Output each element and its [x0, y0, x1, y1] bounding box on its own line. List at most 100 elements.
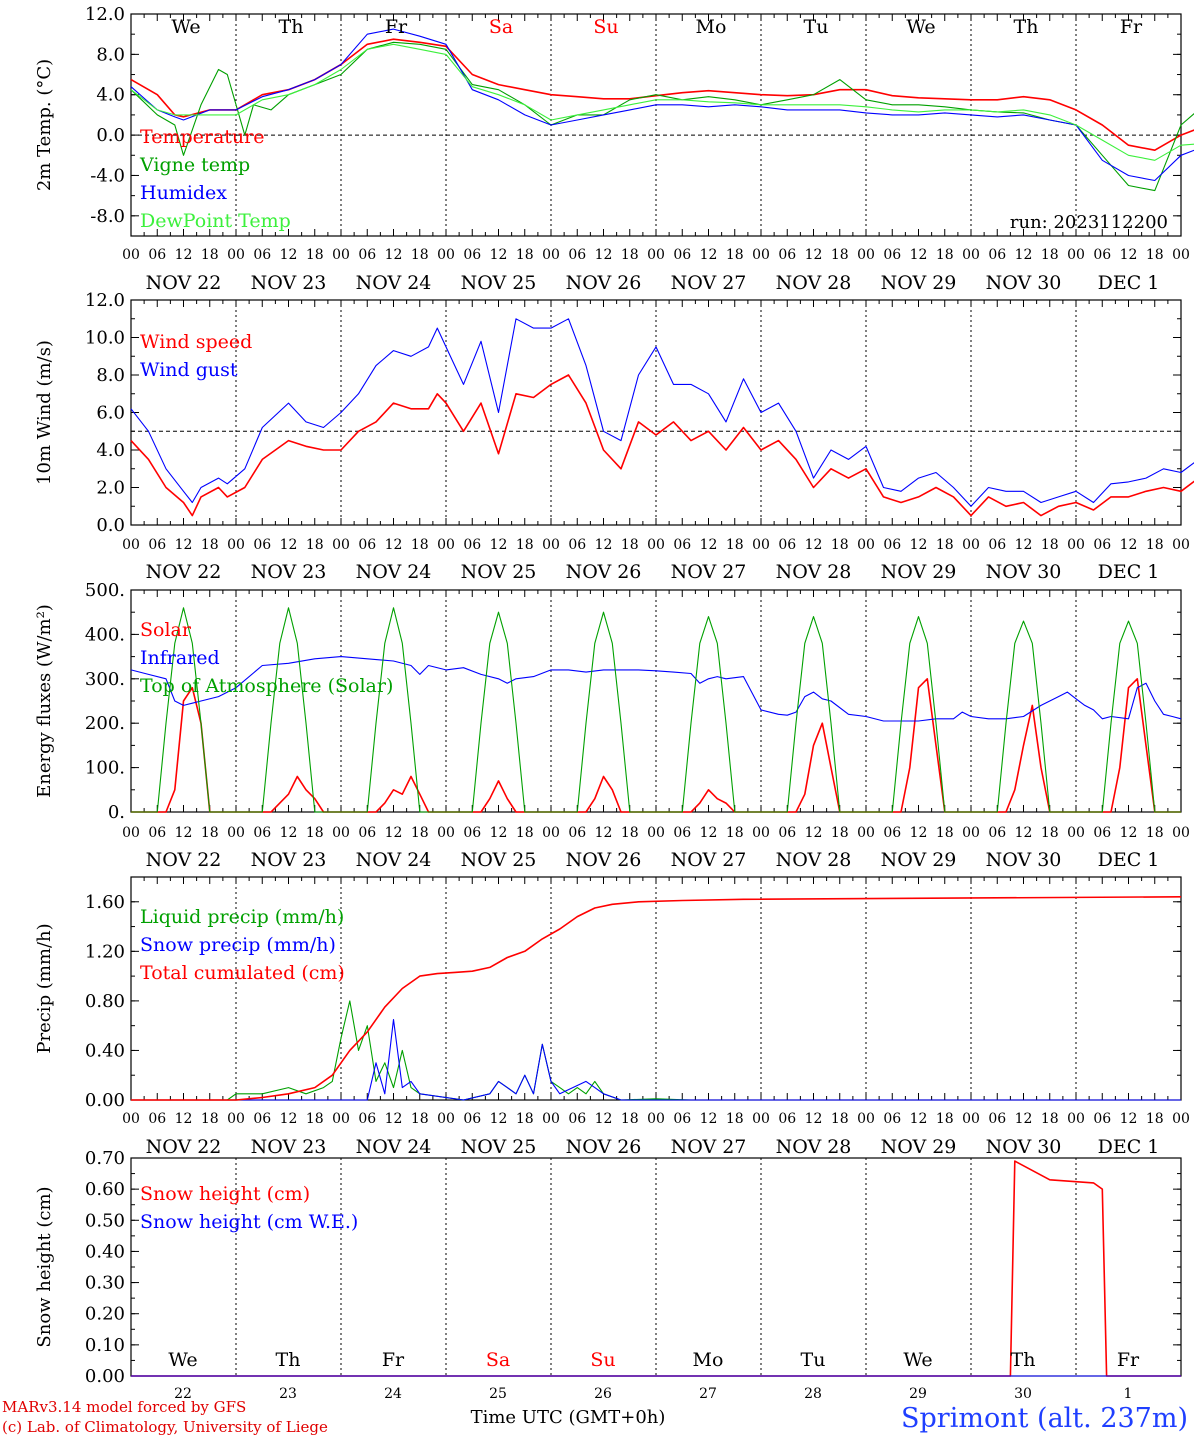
- hour-label: 12: [490, 247, 508, 263]
- hour-label: 12: [280, 1111, 298, 1127]
- weekday-label: Tu: [804, 16, 829, 38]
- hour-label: 12: [175, 1111, 193, 1127]
- hour-label: 06: [1093, 825, 1111, 841]
- hour-label: 12: [1120, 825, 1138, 841]
- hour-label: 12: [910, 825, 928, 841]
- hour-label: 18: [1041, 247, 1059, 263]
- hour-label: 18: [201, 1111, 219, 1127]
- hour-label: 00: [1067, 537, 1085, 553]
- date-label: NOV 22: [146, 849, 222, 871]
- series-line: [130, 38, 1194, 151]
- hour-label: 18: [201, 825, 219, 841]
- hour-label: 12: [700, 825, 718, 841]
- hour-label: 00: [332, 1111, 350, 1127]
- hour-label: 00: [332, 537, 350, 553]
- y-tick-label: 0.60: [85, 1179, 125, 1200]
- hour-label: 18: [936, 825, 954, 841]
- hour-label: 00: [437, 247, 455, 263]
- date-label: NOV 30: [986, 849, 1062, 871]
- weekday-label: Su: [593, 16, 618, 38]
- hour-label: 06: [253, 825, 271, 841]
- y-tick-label: 4.0: [96, 85, 125, 106]
- day-number: 28: [804, 1386, 822, 1402]
- hour-label: 18: [411, 825, 429, 841]
- panel-3: 0. 100. 200. 300. 400. 500. Energy fluxes (W/m…: [34, 580, 1190, 871]
- date-label: NOV 23: [251, 1136, 327, 1158]
- hour-label: 00: [332, 247, 350, 263]
- hour-label: 18: [726, 1111, 744, 1127]
- hour-label: 12: [1120, 1111, 1138, 1127]
- hour-label: 12: [490, 825, 508, 841]
- series-line: [130, 43, 1194, 161]
- legend-entry: Snow precip (mm/h): [140, 934, 336, 956]
- day-number: 23: [279, 1386, 297, 1402]
- legend-entry: Infrared: [140, 647, 220, 669]
- hour-label: 06: [148, 537, 166, 553]
- hour-label: 18: [201, 247, 219, 263]
- hour-label: 00: [227, 1111, 245, 1127]
- day-number: 29: [909, 1386, 927, 1402]
- hour-label: 12: [280, 825, 298, 841]
- y-tick-label: -8.0: [90, 206, 125, 227]
- y-tick-label: 0.70: [85, 1148, 125, 1169]
- x-axis-title: Time UTC (GMT+0h): [471, 1407, 666, 1428]
- weekday-label: Fr: [385, 16, 408, 38]
- hour-label: 06: [778, 537, 796, 553]
- hour-label: 00: [857, 1111, 875, 1127]
- hour-label: 12: [805, 825, 823, 841]
- day-number: 24: [384, 1386, 402, 1402]
- hour-label: 06: [253, 247, 271, 263]
- y-tick-label: 0.: [108, 802, 125, 823]
- hour-label: 00: [227, 247, 245, 263]
- hour-label: 06: [778, 1111, 796, 1127]
- hour-label: 06: [883, 247, 901, 263]
- hour-label: 12: [385, 1111, 403, 1127]
- day-number: 30: [1014, 1386, 1032, 1402]
- hour-label: 12: [910, 537, 928, 553]
- hour-label: 18: [1041, 537, 1059, 553]
- legend-entry: Temperature: [140, 126, 264, 148]
- hour-label: 00: [227, 825, 245, 841]
- hour-label: 00: [962, 537, 980, 553]
- date-label: NOV 25: [461, 272, 537, 294]
- hour-label: 00: [752, 825, 770, 841]
- series-line: [131, 1000, 1181, 1101]
- y-tick-label: 0.0: [96, 125, 125, 146]
- hour-label: 00: [647, 247, 665, 263]
- weekday-label: Th: [1014, 16, 1039, 38]
- hour-label: 18: [726, 247, 744, 263]
- date-label: NOV 22: [146, 272, 222, 294]
- hour-label: 18: [831, 247, 849, 263]
- y-axis-title: 10m Wind (m/s): [34, 340, 55, 485]
- weekday-label: Fr: [382, 1349, 405, 1371]
- y-tick-label: 4.0: [96, 440, 125, 461]
- hour-label: 18: [1146, 247, 1164, 263]
- hour-label: 00: [542, 247, 560, 263]
- hour-label: 06: [358, 1111, 376, 1127]
- hour-label: 18: [516, 1111, 534, 1127]
- hour-label: 12: [385, 825, 403, 841]
- day-number: 26: [594, 1386, 612, 1402]
- series-line: [131, 607, 1181, 813]
- hour-label: 18: [411, 247, 429, 263]
- panel-1: -8.0 -4.0 0.0 4.0 8.0 12.0 2m Temp. (°C) Temper…: [34, 4, 1194, 294]
- y-tick-label: -4.0: [90, 165, 125, 186]
- hour-label: 06: [358, 825, 376, 841]
- hour-label: 06: [988, 537, 1006, 553]
- hour-label: 00: [542, 825, 560, 841]
- hour-label: 12: [805, 537, 823, 553]
- hour-label: 18: [831, 825, 849, 841]
- weekday-label: Th: [276, 1349, 301, 1371]
- hour-label: 06: [253, 1111, 271, 1127]
- y-tick-label: 0.30: [85, 1273, 125, 1294]
- y-tick-label: 1.20: [85, 941, 125, 962]
- hour-label: 06: [463, 825, 481, 841]
- date-label: DEC 1: [1098, 849, 1160, 871]
- hour-label: 06: [358, 537, 376, 553]
- series-line: [130, 656, 1182, 722]
- y-tick-label: 8.0: [96, 44, 125, 65]
- y-tick-label: 0.40: [85, 1241, 125, 1262]
- hour-label: 18: [726, 537, 744, 553]
- y-tick-label: 300.: [85, 669, 125, 690]
- weekday-label: We: [906, 16, 935, 38]
